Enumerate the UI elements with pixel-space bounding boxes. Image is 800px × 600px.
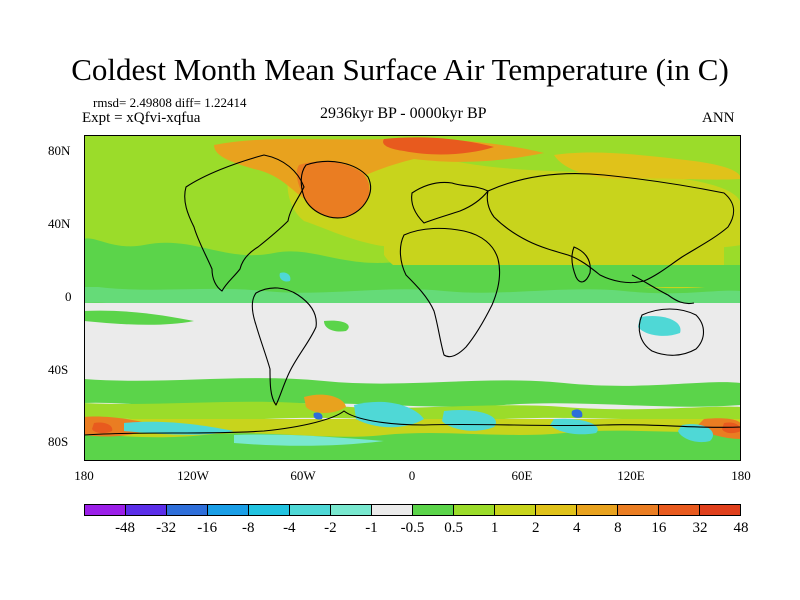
colorbar-label: -32 <box>156 520 177 536</box>
colorbar-label: -8 <box>242 520 255 536</box>
lat-tick-40n: 40N <box>48 216 71 231</box>
antarctic-cyan-4 <box>678 424 714 443</box>
north-america-outline <box>184 154 305 292</box>
antarctic-blue-spot <box>571 409 583 418</box>
arctic-blue-spot <box>313 412 323 420</box>
colorbar-box <box>577 505 618 515</box>
europe-outline <box>411 181 489 224</box>
south-america-cyan <box>279 272 291 282</box>
plot-title: Coldest Month Mean Surface Air Temperatu… <box>71 52 729 87</box>
colorbar-label: 16 <box>651 520 667 536</box>
colorbar-label: -4 <box>283 520 296 536</box>
south-america-outline <box>251 287 317 406</box>
sh-green-band <box>84 378 741 407</box>
antarctic-lightcyan <box>234 434 384 446</box>
africa-outline <box>399 227 501 358</box>
antarctic-cyan-2 <box>442 409 496 431</box>
temperature-anomaly-map <box>84 135 741 461</box>
nh-lowlat-green <box>84 265 741 287</box>
antarctica-outline <box>84 410 741 436</box>
lat-tick-40s: 40S <box>48 362 69 377</box>
colorbar-label: 2 <box>531 520 540 536</box>
experiment-label: Expt = xQfvi-xqfua <box>82 110 201 126</box>
greenland-outline <box>300 160 372 219</box>
atlantic-green-strip <box>324 320 349 332</box>
colorbar-label: -16 <box>197 520 218 536</box>
lon-tick-120w: 120W <box>177 468 209 483</box>
pacific-green-strip <box>84 310 194 325</box>
colorbar-label: 8 <box>614 520 622 536</box>
colorbar-box <box>85 505 126 515</box>
colorbar-label: 4 <box>573 520 581 536</box>
colorbar-box <box>372 505 413 515</box>
colorbar-box <box>659 505 700 515</box>
coastlines <box>84 154 741 436</box>
colorbar-box <box>126 505 167 515</box>
lon-tick-180-west: 180 <box>74 468 94 483</box>
arctic-orange <box>214 138 544 205</box>
colorbar-label: -1 <box>365 520 378 536</box>
antarctic-orange-mid <box>304 394 346 413</box>
sh-neutral <box>84 303 741 383</box>
pacific-cyan-strip <box>124 421 234 435</box>
lat-tick-0: 0 <box>65 289 72 304</box>
colorbar-label: -0.5 <box>400 520 425 536</box>
lon-tick-180-east: 180 <box>731 468 751 483</box>
colorbar-label: -2 <box>324 520 337 536</box>
southeast-asia-outline <box>631 274 695 305</box>
rmsd-diff-stats: rmsd= 2.49808 diff= 1.22414 <box>93 95 247 110</box>
season-label: ANN <box>702 110 735 126</box>
colorbar-box <box>413 505 454 515</box>
antarctic-red-spot-east <box>722 422 741 434</box>
australia-outline <box>638 308 705 356</box>
colorbar-label: -48 <box>115 520 136 536</box>
colorbar-label: 48 <box>733 520 749 536</box>
map-frame <box>84 135 741 461</box>
colorbar-box <box>290 505 331 515</box>
nh-orange-east <box>554 152 741 180</box>
colorbar <box>84 504 741 516</box>
period-label: 2936kyr BP - 0000kyr BP <box>320 105 487 122</box>
colorbar-label: 32 <box>692 520 708 536</box>
antarctic-red-spot <box>92 422 113 434</box>
india-outline <box>571 246 591 283</box>
colorbar-box <box>700 505 740 515</box>
colorbar-box <box>495 505 536 515</box>
lat-tick-80s: 80S <box>48 434 69 449</box>
colorbar-label: 0.5 <box>444 520 463 536</box>
lon-tick-60w: 60W <box>290 468 316 483</box>
australia-cyan <box>638 315 681 336</box>
colorbar-box <box>618 505 659 515</box>
colorbar-box <box>167 505 208 515</box>
colorbar-box <box>249 505 290 515</box>
colorbar-box <box>536 505 577 515</box>
colorbar-label: 1 <box>490 520 499 536</box>
greenland-orange <box>296 161 370 218</box>
lat-tick-80n: 80N <box>48 143 71 158</box>
arctic-red-patch <box>383 137 494 155</box>
colorbar-box <box>208 505 249 515</box>
colorbar-box <box>454 505 495 515</box>
lon-tick-0: 0 <box>408 468 416 483</box>
colorbar-box <box>331 505 372 515</box>
asia-outline <box>486 173 735 284</box>
lon-tick-60e: 60E <box>511 468 533 483</box>
lon-tick-120e: 120E <box>617 468 645 483</box>
tropical-green-north <box>84 285 741 309</box>
antarctic-cyan-3 <box>550 418 598 435</box>
